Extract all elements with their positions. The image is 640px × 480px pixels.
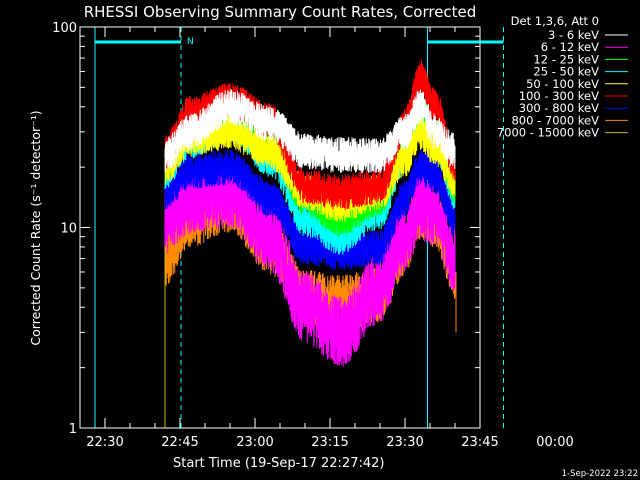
x-tick-label: 22:30 xyxy=(86,435,123,450)
legend-label: 50 - 100 keV xyxy=(526,77,599,91)
legend-label: 100 - 300 keV xyxy=(519,89,599,103)
x-tick-label: 22:45 xyxy=(161,435,198,450)
x-tick-label: 00:00 xyxy=(536,435,573,450)
legend-label: 3 - 6 keV xyxy=(548,28,599,42)
chart-title: RHESSI Observing Summary Count Rates, Co… xyxy=(84,3,477,21)
legend-label: 6 - 12 keV xyxy=(541,40,599,54)
series-3-to-6keV xyxy=(164,88,456,174)
interval-marker-label: N xyxy=(187,37,194,47)
series-6-to-12keV xyxy=(164,156,456,367)
y-tick-label: 100 xyxy=(52,21,77,36)
legend-header: Det 1,3,6, Att 0 xyxy=(511,14,599,28)
legend-label: 300 - 800 keV xyxy=(519,101,599,115)
series-300-to-800keV xyxy=(164,149,456,271)
y-tick-label: 10 xyxy=(60,222,77,237)
y-axis-label: Corrected Count Rate (s⁻¹ detector⁻¹) xyxy=(28,110,43,345)
y-axis: 1 10 100 xyxy=(52,21,480,437)
footer-date: 1-Sep-2022 23:22 xyxy=(562,469,638,479)
x-tick-label: 23:00 xyxy=(236,435,273,450)
legend-label: 800 - 7000 keV xyxy=(511,113,599,127)
x-axis-label: Start Time (19-Sep-17 22:27:42) xyxy=(173,456,384,471)
x-tick-label: 23:30 xyxy=(386,435,423,450)
legend-label: 25 - 50 keV xyxy=(533,65,599,79)
x-axis: 22:30 22:45 23:00 23:15 23:30 23:45 00:00 xyxy=(79,27,574,450)
legend-label: 12 - 25 keV xyxy=(533,52,599,66)
y-tick-label: 1 xyxy=(69,422,77,437)
x-tick-label: 23:15 xyxy=(311,435,348,450)
x-tick-label: 23:45 xyxy=(461,435,498,450)
legend-label: 7000 - 15000 keV xyxy=(497,126,599,140)
